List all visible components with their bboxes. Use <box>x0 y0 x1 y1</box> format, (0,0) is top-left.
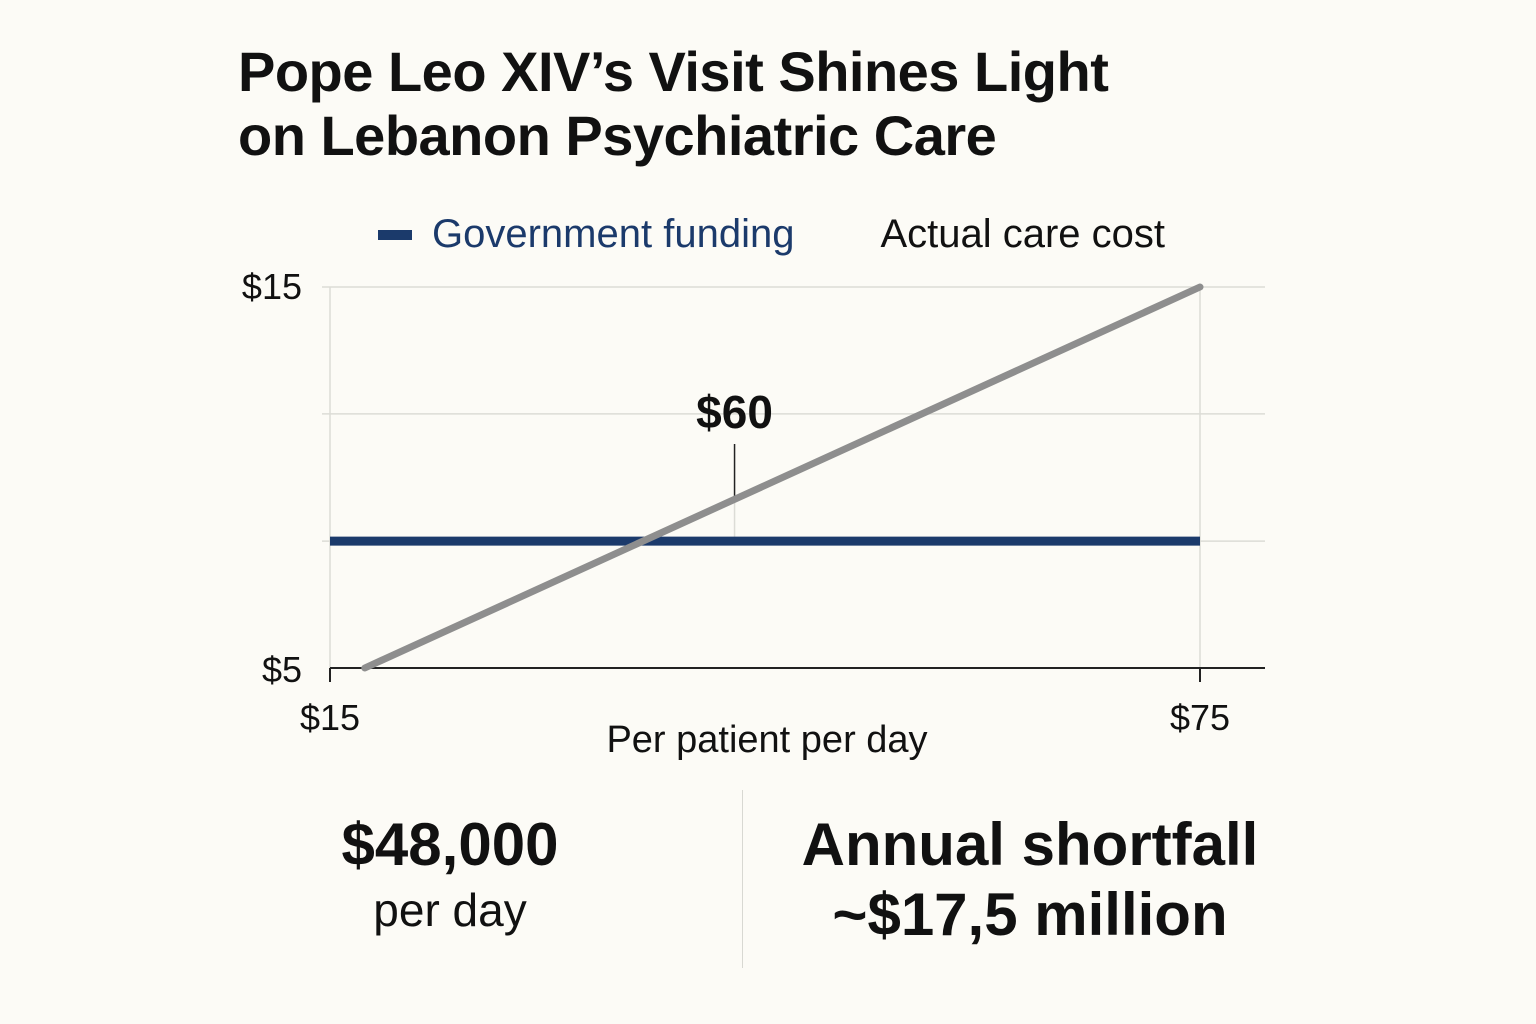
annual-shortfall-value: ~$17,5 million <box>832 881 1228 948</box>
chart-title: Pope Leo XIV’s Visit Shines Light on Leba… <box>238 40 1109 168</box>
title-line-1: Pope Leo XIV’s Visit Shines Light <box>238 40 1109 103</box>
y-tick-label-top: $15 <box>242 266 302 307</box>
daily-stat-label: per day <box>373 884 527 936</box>
annual-shortfall-stat: Annual shortfall ~$17,5 million <box>790 810 1270 950</box>
daily-stat-value: $48,000 <box>341 811 559 878</box>
series-line-actual-care-cost <box>361 283 1204 672</box>
x-axis-label: Per patient per day <box>606 719 927 761</box>
stats-divider <box>742 790 743 968</box>
annual-shortfall-label: Annual shortfall <box>801 811 1259 878</box>
legend-label-actual-care-cost: Actual care cost <box>880 212 1166 256</box>
legend-swatch-government-funding <box>378 229 412 240</box>
title-line-2: on Lebanon Psychiatric Care <box>238 104 997 167</box>
x-tick-label-left: $15 <box>300 697 360 738</box>
annotation-label: $60 <box>696 386 773 438</box>
daily-stat: $48,000 per day <box>300 810 600 940</box>
legend-label-government-funding: Government funding <box>432 212 795 256</box>
y-tick-label-bottom: $5 <box>262 649 302 690</box>
x-tick-label-right: $75 <box>1170 697 1230 738</box>
legend: Government funding Actual care cost <box>378 212 1165 257</box>
